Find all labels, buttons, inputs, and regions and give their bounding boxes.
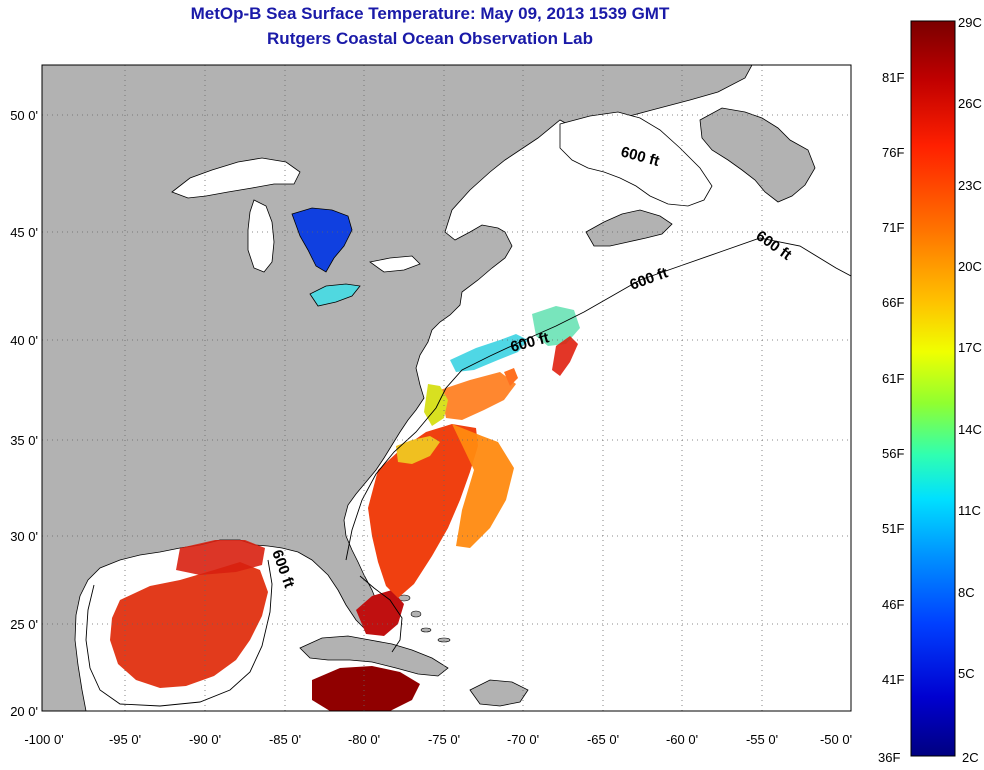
gulf-st-lawrence	[559, 111, 713, 207]
sst-mid-atlantic	[440, 372, 516, 420]
colorbar-fahrenheit-label: 71F	[882, 220, 904, 235]
lat-tick-label: 50 0'	[10, 108, 38, 123]
lon-tick-label: -95 0'	[109, 732, 141, 747]
lon-tick-label: -85 0'	[269, 732, 301, 747]
lat-tick-label: 30 0'	[10, 529, 38, 544]
sst-data-overlay	[110, 306, 580, 711]
sst-gulf-of-mexico	[110, 562, 268, 688]
colorbar-fahrenheit-label: 51F	[882, 521, 904, 536]
map-title: MetOp-B Sea Surface Temperature: May 09,…	[190, 4, 670, 23]
lat-tick-label: 45 0'	[10, 225, 38, 240]
colorbar-fahrenheit-label: 76F	[882, 145, 904, 160]
nova-scotia-land	[585, 209, 673, 247]
colorbar-fahrenheit-label: 81F	[882, 70, 904, 85]
newfoundland-land	[699, 107, 816, 203]
colorbar-fahrenheit-label: 66F	[882, 295, 904, 310]
600ft-contours	[85, 237, 851, 707]
colorbar-fahrenheit-labels: 81F 76F 71F 66F 61F 56F 51F 46F 41F 36F	[878, 70, 904, 765]
colorbar-fahrenheit-label: 46F	[882, 597, 904, 612]
sst-gulf-stream-south	[368, 424, 478, 598]
colorbar-fahrenheit-label: 56F	[882, 446, 904, 461]
lat-tick-label: 25 0'	[10, 617, 38, 632]
colorbar-fahrenheit-label: 41F	[882, 672, 904, 687]
sst-carolina-shelf	[396, 436, 440, 464]
sst-nj-shelf	[450, 334, 528, 372]
colorbar	[910, 20, 956, 757]
sst-florida-straits	[356, 590, 404, 636]
sst-gulf-north-band	[176, 540, 265, 575]
lon-tick-label: -65 0'	[587, 732, 619, 747]
colorbar-celsius-label: 11C	[958, 503, 981, 518]
lon-tick-label: -50 0'	[820, 732, 852, 747]
colorbar-celsius-label: 2C	[962, 750, 979, 765]
cuba-land	[299, 635, 449, 677]
map-frame	[41, 64, 852, 712]
lake-michigan	[247, 199, 275, 273]
lake-erie	[309, 283, 361, 307]
sst-gulf-warm-eddy	[504, 368, 518, 386]
lat-tick-label: 35 0'	[10, 433, 38, 448]
lat-tick-label: 40 0'	[10, 333, 38, 348]
colorbar-celsius-label: 8C	[958, 585, 975, 600]
lon-tick-label: -60 0'	[666, 732, 698, 747]
lake-superior	[171, 157, 301, 199]
colorbar-celsius-label: 29C	[958, 15, 982, 30]
colorbar-fahrenheit-label: 61F	[882, 371, 904, 386]
colorbar-celsius-label: 14C	[958, 422, 982, 437]
lon-tick-label: -100 0'	[24, 732, 63, 747]
hispaniola-land	[469, 679, 529, 707]
lake-ontario	[369, 255, 421, 273]
lon-tick-label: -75 0'	[428, 732, 460, 747]
lon-tick-label: -90 0'	[189, 732, 221, 747]
colorbar-celsius-label: 17C	[958, 340, 982, 355]
latitude-axis: 50 0' 45 0' 40 0' 35 0' 30 0' 25 0' 20 0…	[10, 108, 38, 719]
colorbar-celsius-label: 20C	[958, 259, 982, 274]
lat-tick-label: 20 0'	[10, 704, 38, 719]
lon-tick-label: -55 0'	[746, 732, 778, 747]
lon-tick-label: -80 0'	[348, 732, 380, 747]
colorbar-fahrenheit-label: 36F	[878, 750, 900, 765]
colorbar-celsius-label: 5C	[958, 666, 975, 681]
longitude-axis: -100 0' -95 0' -90 0' -85 0' -80 0' -75 …	[24, 732, 852, 747]
sst-caribbean	[312, 666, 420, 711]
lake-huron	[291, 207, 353, 273]
colorbar-celsius-label: 26C	[958, 96, 982, 111]
map-subtitle: Rutgers Coastal Ocean Observation Lab	[267, 29, 593, 48]
sst-gulf-stream-north	[552, 336, 578, 376]
lon-tick-label: -70 0'	[507, 732, 539, 747]
colorbar-celsius-labels: 29C 26C 23C 20C 17C 14C 11C 8C 5C 2C	[958, 15, 982, 765]
colorbar-celsius-label: 23C	[958, 178, 982, 193]
sst-offshore-orange	[452, 424, 514, 548]
